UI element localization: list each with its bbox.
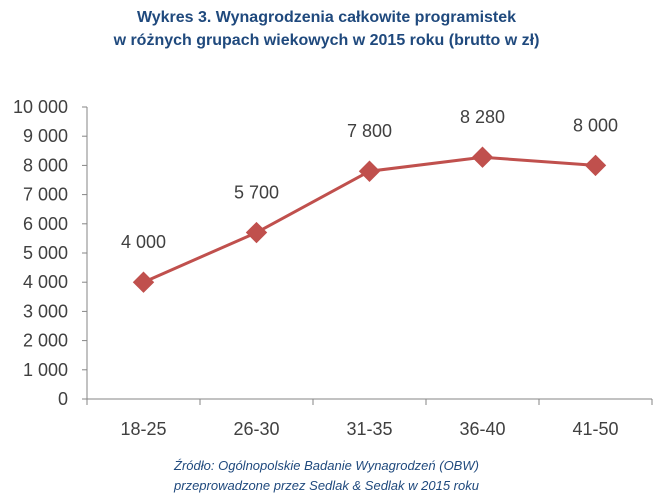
y-tick-label: 6 000 [23,214,68,234]
data-label: 5 700 [234,183,279,203]
data-label: 8 000 [573,115,618,135]
y-tick-label: 10 000 [13,97,68,117]
data-point [132,271,155,293]
y-tick-label: 9 000 [23,126,68,146]
y-tick-label: 4 000 [23,272,68,292]
data-point [358,160,381,182]
x-tick-label: 31-35 [346,419,392,439]
x-tick-label: 41-50 [572,419,618,439]
y-tick-label: 1 000 [23,360,68,380]
x-tick-label: 26-30 [233,419,279,439]
data-point [245,221,268,244]
y-tick-label: 2 000 [23,331,68,351]
source-note: Źródło: Ogólnopolskie Badanie Wynagrodze… [0,456,653,496]
y-tick-label: 3 000 [23,301,68,321]
chart-title: Wykres 3. Wynagrodzenia całkowite progra… [0,6,653,52]
source-line-1: Źródło: Ogólnopolskie Badanie Wynagrodze… [174,458,479,473]
data-point [584,154,607,177]
chart-title-line-2: w różnych grupach wiekowych w 2015 roku … [113,32,540,49]
y-tick-label: 0 [58,389,68,409]
data-point [471,146,494,168]
x-tick-label: 36-40 [459,419,505,439]
chart-title-line-1: Wykres 3. Wynagrodzenia całkowite progra… [136,9,517,26]
y-tick-label: 5 000 [23,243,68,263]
data-label: 4 000 [121,232,166,252]
y-tick-label: 8 000 [23,155,68,175]
y-tick-label: 7 000 [23,185,68,205]
x-tick-label: 18-25 [120,419,166,439]
data-label: 7 800 [347,121,392,141]
source-line-2: przeprowadzone przez Sedlak & Sedlak w 2… [174,478,479,493]
data-label: 8 280 [460,107,505,127]
